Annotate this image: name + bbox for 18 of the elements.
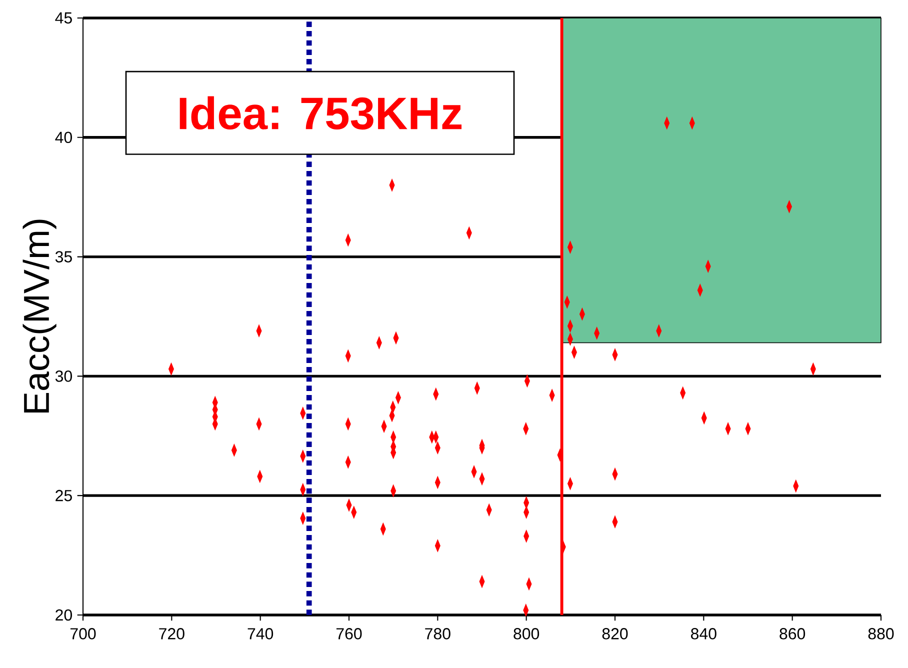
y-tick-label: 30 [55, 370, 72, 382]
x-tick-label: 860 [780, 628, 806, 640]
x-tick-label: 820 [602, 628, 628, 640]
y-axis-title: Eacc(MV/m) [22, 220, 56, 413]
x-tick-label: 740 [248, 628, 274, 640]
x-tick-label: 840 [691, 628, 716, 640]
y-tick-label: 35 [55, 251, 72, 262]
x-tick-label: 760 [336, 628, 362, 640]
y-tick-label: 20 [56, 609, 72, 621]
y-tick-label: 45 [55, 12, 72, 24]
x-tick-label: 700 [70, 628, 96, 640]
x-tick-label: 780 [425, 628, 450, 640]
x-tick-label: 720 [159, 628, 184, 640]
x-tick-label: 880 [868, 628, 894, 640]
y-tick-label: 25 [56, 490, 72, 502]
x-tick-label: 800 [514, 628, 540, 640]
annotation: Idea: 753KHz [180, 96, 462, 130]
y-tick-label: 40 [55, 132, 72, 144]
